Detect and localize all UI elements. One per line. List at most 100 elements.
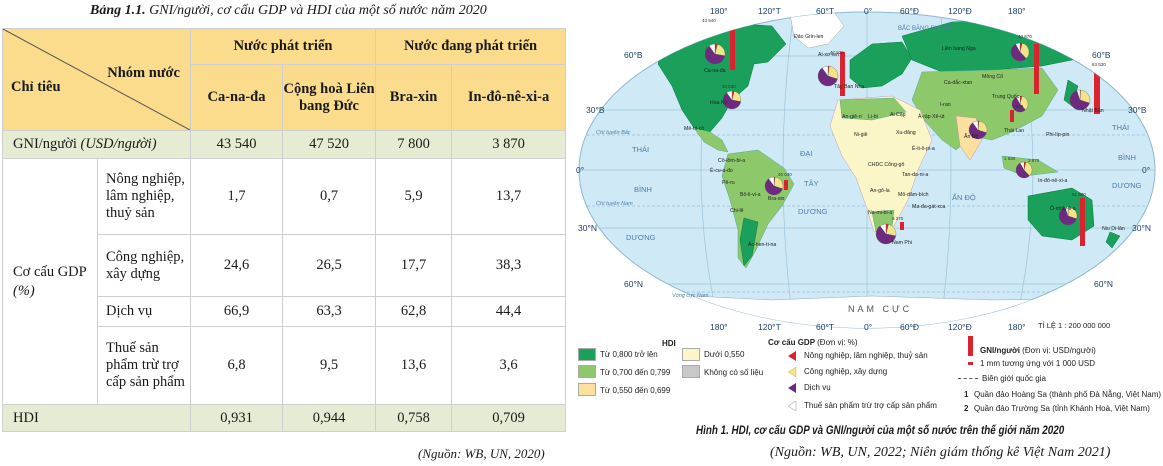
mexico-shape bbox=[693, 127, 729, 153]
lon-label: 60°Đ bbox=[900, 322, 919, 332]
tax-brazil: 13,6 bbox=[375, 326, 453, 405]
gni-value-label: 3 870 bbox=[1028, 158, 1040, 163]
pie-slice bbox=[768, 176, 775, 187]
country-label: Ê-cu-a-đo bbox=[710, 166, 733, 174]
country-label: Ai Cập bbox=[890, 112, 906, 118]
gni-value-label: 40 870 bbox=[1018, 34, 1032, 39]
lat-label: 60°N bbox=[624, 279, 643, 289]
country-label: Niu Di-lân bbox=[1102, 226, 1125, 232]
lat-label: 30°B bbox=[1128, 105, 1147, 115]
country-label: Đảo Grin-len bbox=[794, 34, 824, 40]
gni-unit: (USD/người) bbox=[80, 136, 157, 152]
gni-value-label: 51 680 bbox=[1072, 192, 1086, 197]
pie-slice bbox=[972, 120, 979, 131]
antarctica-shape bbox=[579, 295, 1155, 328]
ocean-label: THÁI bbox=[632, 145, 649, 154]
country-label: Cô-lôm-bi-a bbox=[718, 158, 745, 164]
corner-group-label: Nhóm nước bbox=[107, 65, 180, 81]
legend-hdi-item-5: Không có số liệu bbox=[704, 368, 764, 377]
ocean-label: BÌNH bbox=[634, 185, 652, 194]
lon-label: 120°Đ bbox=[948, 6, 972, 16]
gni-brazil: 7 800 bbox=[375, 130, 453, 159]
svc-indonesia: 44,4 bbox=[451, 296, 567, 327]
legend-wedge-industry bbox=[787, 366, 797, 378]
pie-slice bbox=[821, 65, 829, 77]
country-label: Ai-xơ-len bbox=[818, 52, 839, 58]
country-header-brazil: Bra-xin bbox=[375, 64, 453, 131]
world-map: 180° 120°T 60°T 0° 60°Đ 120°Đ 180° 180° … bbox=[576, 6, 1156, 332]
new-zealand-shape bbox=[1105, 231, 1121, 249]
map-scale: TỈ LỆ 1 : 200 000 000 bbox=[1038, 321, 1110, 330]
pie-slice bbox=[1065, 206, 1069, 217]
legend-hdi-swatch-4 bbox=[682, 348, 700, 361]
legend-hdi-swatch-2 bbox=[578, 365, 596, 378]
ocean-label: DƯƠNG bbox=[1112, 181, 1142, 190]
legend-gdp-unit: (Đơn vị: %) bbox=[817, 338, 858, 347]
greenland-shape bbox=[789, 12, 845, 49]
ocean-label: ẤN ĐỘ bbox=[952, 192, 976, 202]
corner-diagonal bbox=[3, 29, 190, 130]
gni-value-label: 1 930 bbox=[1004, 156, 1016, 161]
legend-hdi-swatch-1 bbox=[578, 348, 596, 361]
country-label: Bô-li-vi-a bbox=[740, 192, 761, 198]
country-label: Hoa Kỳ bbox=[710, 100, 727, 106]
lon-label: 60°Đ bbox=[900, 6, 919, 16]
ind-indonesia: 38,3 bbox=[451, 234, 567, 297]
country-label: Tây Ban Nha bbox=[834, 84, 864, 90]
country-label: Trung Quốc bbox=[992, 94, 1020, 100]
ocean-label: ĐẠI bbox=[800, 149, 813, 158]
table-source: (Nguồn: WB, UN, 2020) bbox=[418, 446, 545, 461]
lon-label: 0° bbox=[864, 6, 872, 16]
hdi-canada: 0,931 bbox=[190, 404, 283, 432]
africa-shape bbox=[829, 95, 933, 233]
country-label: Ê-ti-ô-pi-a bbox=[912, 144, 935, 152]
legend-wedge-tax bbox=[787, 400, 797, 412]
country-label: Ni-giê bbox=[854, 132, 868, 138]
ocean-label: DƯƠNG bbox=[798, 207, 828, 216]
pie-slice bbox=[1076, 89, 1081, 101]
gni-germany: 47 520 bbox=[281, 130, 377, 159]
country-label: Xu-đăng bbox=[896, 130, 916, 136]
legend-gdp-item-4: Thuế sản phẩm trừ trợ cấp sản phẩm bbox=[804, 401, 937, 410]
legend-hdi-item-3: Từ 0,550 đến 0,699 bbox=[600, 386, 671, 395]
country-label: Nam Phi bbox=[892, 240, 912, 246]
sector-agriculture: Nông nghiệp, lâm nghiệp, thuỷ sản bbox=[97, 158, 191, 235]
corner-indicator-label: Chỉ tiêu bbox=[11, 79, 61, 95]
legend-hdi-item-2: Từ 0,700 đến 0,799 bbox=[600, 368, 671, 377]
gni-canada: 43 540 bbox=[190, 130, 283, 159]
pie-slice bbox=[1015, 95, 1021, 105]
sector-taxes: Thuế sản phẩm trừ trợ cấp sản phẩm bbox=[97, 326, 191, 405]
svc-germany: 63,3 bbox=[281, 296, 377, 327]
pie-slice bbox=[722, 92, 742, 110]
pie-slice bbox=[1011, 96, 1026, 113]
country-label: Ô-xtrây-li-a bbox=[1050, 205, 1076, 212]
legend-border: Biên giới quốc gia bbox=[982, 374, 1046, 383]
lon-label: 180° bbox=[710, 6, 728, 16]
ind-canada: 24,6 bbox=[190, 234, 283, 297]
europe-shape bbox=[849, 41, 913, 89]
developing-header: Nước đang phát triển bbox=[375, 28, 567, 65]
sector-services: Dịch vụ bbox=[97, 296, 191, 327]
lat-label: 30°N bbox=[1132, 223, 1151, 233]
pie-slice bbox=[1010, 43, 1027, 62]
table-title-text: GNI/người, cơ cấu GDP và HDI của một số … bbox=[145, 3, 487, 18]
pie-slice bbox=[875, 225, 896, 245]
antarctica-label: NAM CỰC bbox=[848, 304, 912, 314]
legend-gni-scale: 1 mm tương ứng với 1 000 USD bbox=[980, 359, 1096, 368]
legend-gdp-item-3: Dịch vụ bbox=[804, 383, 831, 392]
svc-brazil: 62,8 bbox=[375, 296, 453, 327]
legend-gni-title: GNI/người (Đơn vị: USD/người) bbox=[980, 346, 1096, 355]
agri-indonesia: 13,7 bbox=[451, 158, 567, 235]
pie-slice bbox=[817, 67, 838, 87]
tropic-label: Chí tuyến Bắc bbox=[596, 129, 631, 136]
agri-brazil: 5,9 bbox=[375, 158, 453, 235]
tax-germany: 9,5 bbox=[281, 326, 377, 405]
country-label: Ca-na-đa bbox=[704, 68, 726, 74]
tax-indonesia: 3,6 bbox=[451, 326, 567, 405]
country-header-germany: Cộng hoà Liên bang Đức bbox=[281, 64, 377, 131]
gni-indonesia: 3 870 bbox=[451, 130, 567, 159]
country-label: Bra-xin bbox=[768, 196, 785, 202]
ocean-labels: BẮC BĂNG DƯƠNG THÁI BÌNH DƯƠNG ĐẠI TÂY D… bbox=[596, 24, 1142, 314]
legend-gdp-title: Cơ cấu GDP (Đơn vị: %) bbox=[768, 338, 857, 347]
legend-island2: Quần đảo Trường Sa (tỉnh Khánh Hoà, Việt… bbox=[974, 404, 1150, 413]
